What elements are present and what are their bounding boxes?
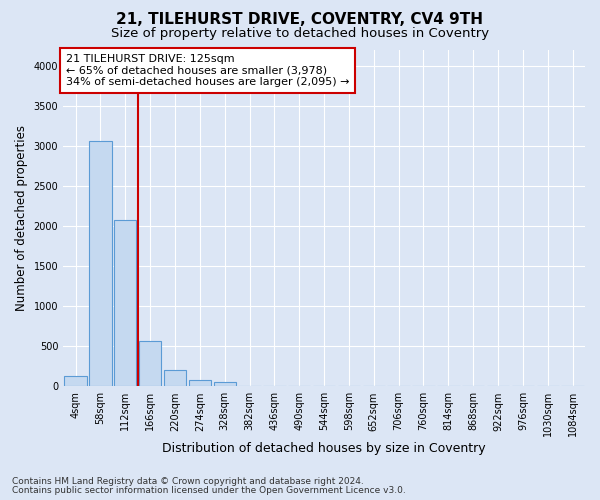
Bar — [89, 142, 112, 386]
Bar — [188, 380, 211, 386]
Bar — [214, 382, 236, 386]
Text: 21 TILEHURST DRIVE: 125sqm
← 65% of detached houses are smaller (3,978)
34% of s: 21 TILEHURST DRIVE: 125sqm ← 65% of deta… — [65, 54, 349, 87]
Bar — [164, 370, 186, 386]
Text: 21, TILEHURST DRIVE, COVENTRY, CV4 9TH: 21, TILEHURST DRIVE, COVENTRY, CV4 9TH — [116, 12, 484, 28]
Bar — [139, 340, 161, 386]
Text: Contains public sector information licensed under the Open Government Licence v3: Contains public sector information licen… — [12, 486, 406, 495]
X-axis label: Distribution of detached houses by size in Coventry: Distribution of detached houses by size … — [162, 442, 486, 455]
Bar — [64, 376, 87, 386]
Bar — [114, 220, 136, 386]
Text: Size of property relative to detached houses in Coventry: Size of property relative to detached ho… — [111, 28, 489, 40]
Y-axis label: Number of detached properties: Number of detached properties — [15, 125, 28, 311]
Text: Contains HM Land Registry data © Crown copyright and database right 2024.: Contains HM Land Registry data © Crown c… — [12, 477, 364, 486]
